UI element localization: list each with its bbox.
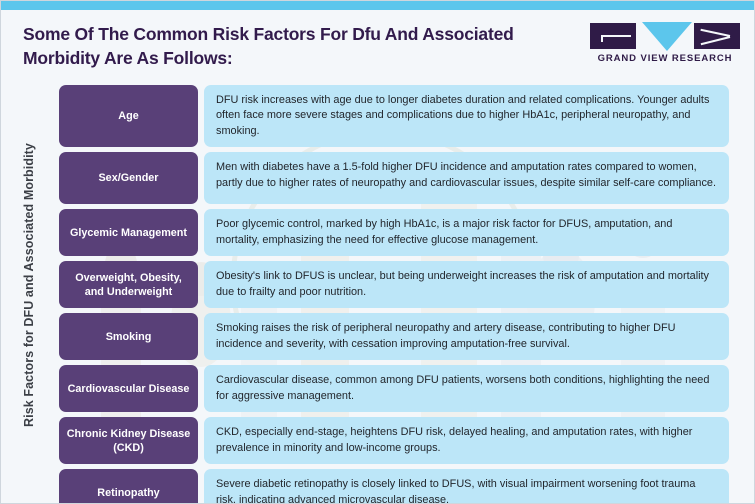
page-title: Some Of The Common Risk Factors For Dfu … (23, 24, 514, 69)
axis-caption: Risk Factors for DFU and Associated Morb… (1, 85, 57, 485)
risk-factor-label: Sex/Gender (59, 152, 198, 205)
risk-factor-label: Chronic Kidney Disease (CKD) (59, 417, 198, 465)
table-row: Cardiovascular Disease Cardiovascular di… (59, 365, 729, 413)
logo-g-box-icon (590, 23, 636, 49)
risk-factor-description: Cardiovascular disease, common among DFU… (204, 365, 729, 413)
risk-factor-label: Retinopathy (59, 469, 198, 503)
risk-factor-description: Poor glycemic control, marked by high Hb… (204, 209, 729, 257)
top-accent-strip (1, 1, 754, 10)
header: Some Of The Common Risk Factors For Dfu … (1, 10, 754, 80)
logo-wordmark: GRAND VIEW RESEARCH (597, 53, 733, 64)
risk-factor-description: Severe diabetic retinopathy is closely l… (204, 469, 729, 503)
brand-logo: GRAND VIEW RESEARCH (590, 20, 740, 72)
table-row: Chronic Kidney Disease (CKD) CKD, especi… (59, 417, 729, 465)
risk-factor-description: Men with diabetes have a 1.5-fold higher… (204, 152, 729, 205)
table-row: Overweight, Obesity, and Underweight Obe… (59, 261, 729, 309)
table-row: Age DFU risk increases with age due to l… (59, 85, 729, 148)
risk-factor-list: Age DFU risk increases with age due to l… (59, 85, 729, 503)
table-row: Smoking Smoking raises the risk of perip… (59, 313, 729, 361)
axis-caption-label: Risk Factors for DFU and Associated Morb… (22, 143, 37, 427)
risk-factor-description: DFU risk increases with age due to longe… (204, 85, 729, 148)
logo-triangle-icon (642, 22, 692, 51)
risk-factor-description: CKD, especially end-stage, heightens DFU… (204, 417, 729, 465)
risk-factor-label: Age (59, 85, 198, 148)
risk-factor-label: Smoking (59, 313, 198, 361)
risk-factor-label: Cardiovascular Disease (59, 365, 198, 413)
risk-factor-label: Overweight, Obesity, and Underweight (59, 261, 198, 309)
table-row: Glycemic Management Poor glycemic contro… (59, 209, 729, 257)
risk-factor-description: Smoking raises the risk of peripheral ne… (204, 313, 729, 361)
risk-factor-label: Glycemic Management (59, 209, 198, 257)
table-row: Sex/Gender Men with diabetes have a 1.5-… (59, 152, 729, 205)
table-row: Retinopathy Severe diabetic retinopathy … (59, 469, 729, 503)
risk-factor-description: Obesity's link to DFUS is unclear, but b… (204, 261, 729, 309)
logo-r-box-icon (694, 23, 740, 49)
logo-marks (590, 20, 740, 51)
